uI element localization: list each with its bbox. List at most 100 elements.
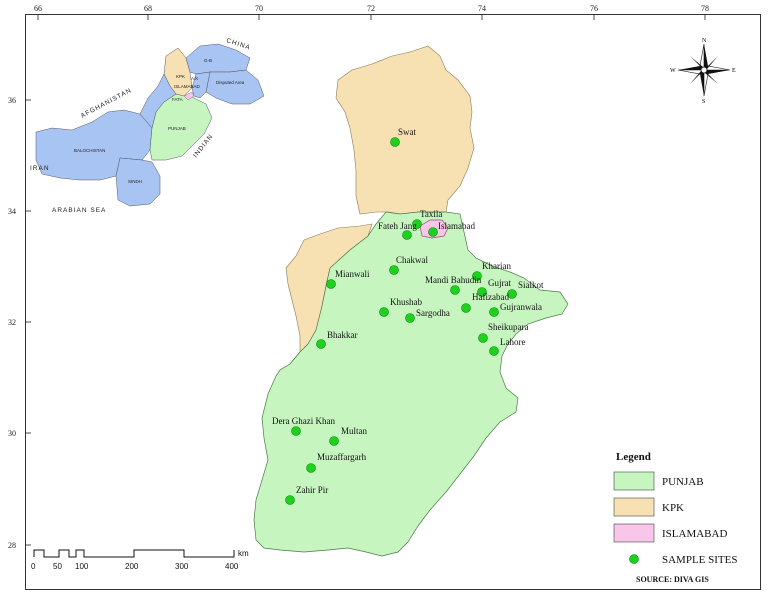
y-tick-label: 32 (8, 318, 16, 327)
inset-sindh (115, 157, 161, 207)
compass-s: S (702, 99, 705, 105)
inset-label-sindh: SINDH (128, 179, 142, 184)
sample-site-label: Mianwali (335, 269, 370, 279)
kpk-region (335, 45, 475, 215)
map-source: SOURCE: DIVA GIS (636, 575, 709, 584)
sample-site-label: Taxila (420, 209, 442, 219)
inset-baluchistan (35, 109, 153, 181)
legend-label-islamabad: ISLAMABAD (662, 528, 727, 540)
sample-site-marker-icon (379, 307, 389, 317)
sample-site-label: Gujranwala (500, 302, 542, 312)
legend-swatch-kpk (613, 497, 655, 517)
sample-site-marker-icon (507, 289, 517, 299)
sample-site-marker-icon (285, 495, 295, 505)
inset-pakistan-map (35, 43, 265, 207)
sample-site-label: Dera Ghazi Khan (272, 416, 335, 426)
sample-site-label: Muzaffargarh (317, 452, 367, 462)
sample-site-label: Fateh Jang (378, 221, 417, 231)
inset-label-gb: G-B (204, 58, 212, 63)
inset-islamabad (183, 91, 195, 101)
legend-swatch-islamabad (613, 523, 655, 543)
legend-label-sites: SAMPLE SITES (662, 554, 738, 566)
sample-site-label: Kharian (482, 261, 511, 271)
x-tick-label: 70 (255, 4, 263, 13)
y-tick-label: 36 (8, 96, 16, 105)
sample-site-marker-icon (291, 426, 301, 436)
inset-label-kpk: KPK (176, 74, 185, 79)
sample-site-label: Hafizabad (472, 292, 509, 302)
x-tick-label: 76 (590, 4, 598, 13)
x-tick-label: 72 (367, 4, 375, 13)
inset-fata (139, 73, 177, 129)
sample-site-marker-icon (478, 333, 488, 343)
sample-site-label: Lahore (500, 337, 525, 347)
inset-label-punjab: PUNJAB (168, 126, 186, 131)
inset-disputed (205, 69, 265, 105)
y-tick-label: 34 (8, 207, 16, 216)
inset-label-fata: FATA (172, 97, 183, 102)
sample-site-label: Gujrat (488, 278, 511, 288)
compass-w: W (670, 68, 676, 74)
sample-site-marker-icon (390, 137, 400, 147)
sample-site-marker-icon (326, 279, 336, 289)
punjab-region (253, 211, 569, 557)
sample-site-label: Swat (398, 127, 416, 137)
sample-site-marker-icon (472, 271, 482, 281)
sample-site-marker-icon (477, 287, 487, 297)
legend: Legend PUNJAB KPK ISLAMABAD SAMPLE SITES… (613, 451, 738, 584)
legend-title: Legend (616, 451, 651, 463)
scale-bar: km 0 50 100 200 300 400 (31, 549, 249, 571)
sample-site-label: Khushab (390, 297, 422, 307)
inset-label-disputed: Disputed Area (216, 80, 245, 85)
inset-label-islamabad: ISLAMABAD (174, 84, 201, 89)
scale-label-400: 400 (225, 562, 239, 571)
sample-site-label: Islamabad (438, 221, 475, 231)
sample-site-label: Bhakkar (327, 330, 358, 340)
sample-site-marker-icon (306, 463, 316, 473)
inset-label-ajk: A.K (191, 76, 198, 81)
scale-label-300: 300 (175, 562, 189, 571)
latitude-ticks: 36 34 32 30 28 (8, 96, 31, 550)
sample-site-label: Chakwal (396, 255, 428, 265)
inset-label-baluchistan: BALOCHISTAN (74, 148, 105, 153)
inset-label-iran: IRAN (30, 165, 50, 172)
longitude-ticks: 66 68 70 72 74 76 78 (34, 4, 709, 20)
legend-label-kpk: KPK (662, 502, 684, 514)
sample-site-marker-icon (316, 339, 326, 349)
sample-site-marker-icon (461, 303, 471, 313)
scale-unit: km (238, 549, 249, 558)
x-tick-label: 78 (701, 4, 709, 13)
compass-n: N (702, 38, 707, 44)
sample-site-label: Sialkot (518, 280, 544, 290)
sample-site-marker-icon (489, 307, 499, 317)
sample-site-label: Sargodha (416, 308, 450, 318)
inset-label-arabian-sea: ARABIAN SEA (52, 207, 106, 214)
legend-swatch-punjab (613, 471, 655, 491)
north-arrow-icon: N S E W (670, 38, 736, 105)
sample-site-marker-icon (489, 346, 499, 356)
sample-site-label: Sheikupara (488, 322, 529, 332)
scale-label-200: 200 (125, 562, 139, 571)
scale-label-0: 0 (31, 562, 36, 571)
legend-label-punjab: PUNJAB (662, 476, 704, 488)
sample-site-label: Zahir Pir (296, 485, 328, 495)
sample-site-marker-icon (402, 230, 412, 240)
sample-site-marker-icon (405, 313, 415, 323)
scale-label-50: 50 (53, 562, 62, 571)
x-tick-label: 66 (34, 4, 42, 13)
x-tick-label: 68 (144, 4, 152, 13)
x-tick-label: 74 (478, 4, 486, 13)
scale-label-100: 100 (75, 562, 89, 571)
sample-site-marker-icon (329, 436, 339, 446)
sample-site-marker-icon (389, 265, 399, 275)
sample-site-marker-icon (428, 227, 438, 237)
y-tick-label: 30 (8, 429, 16, 438)
y-tick-label: 28 (8, 541, 16, 550)
compass-e: E (732, 68, 736, 74)
sample-site-marker-icon (412, 219, 422, 229)
sample-site-label: Mandi Bahudin (425, 275, 482, 285)
legend-sites-marker-icon (629, 554, 639, 564)
sample-site-label: Multan (341, 426, 367, 436)
